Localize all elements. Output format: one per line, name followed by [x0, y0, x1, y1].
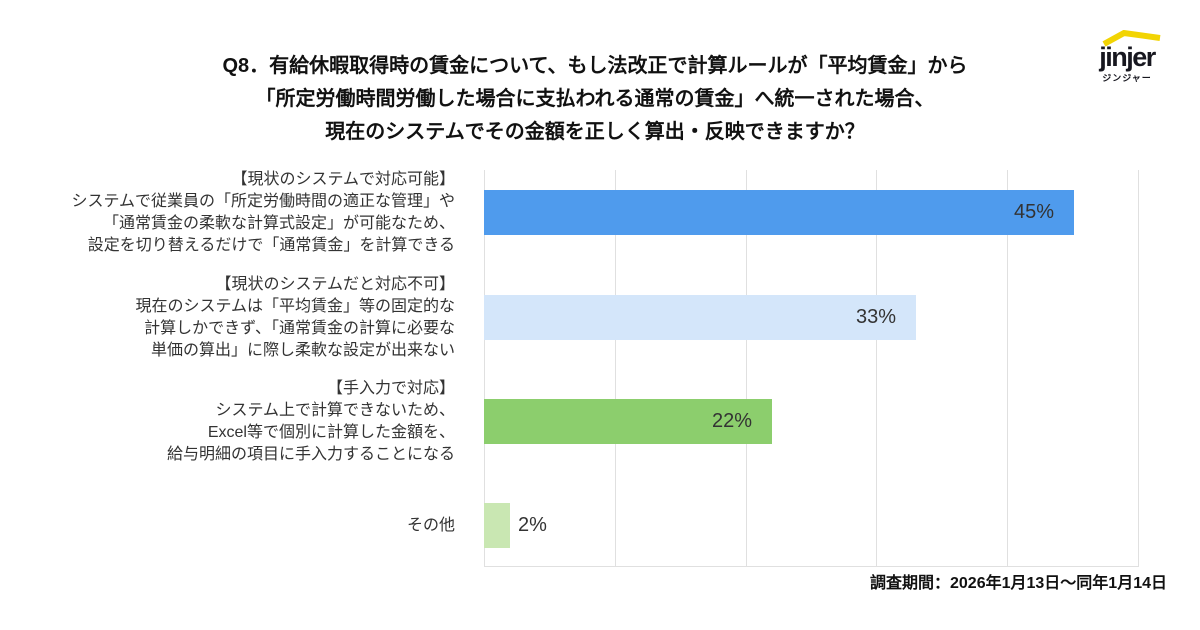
category-label-line: Excel等で個別に計算した金額を、	[207, 424, 455, 441]
category-label-line: システムで従業員の「所定労働時間の適正な管理」や	[71, 193, 455, 210]
value-label-3: 22%	[711, 410, 752, 432]
value-label-2: 33%	[855, 306, 896, 328]
category-label-2: 【現状のシステムだと対応不可】現在のシステムは「平均賃金」等の固定的な計算しかで…	[135, 274, 455, 362]
category-label-line: システム上で計算できないため、	[215, 402, 455, 419]
bar-1	[484, 190, 1074, 235]
category-label-line: 計算しかできず、「通常賃金の計算に必要な	[144, 320, 455, 337]
gridline-10	[615, 170, 616, 566]
category-label-line: 単価の算出」に際し柔軟な設定が出来ない	[150, 342, 455, 359]
chart-title: Q8．有給休暇取得時の賃金について、もし法改正で計算ルールが「平均賃金」から 「…	[0, 50, 1190, 149]
chart-title-line-1: Q8．有給休暇取得時の賃金について、もし法改正で計算ルールが「平均賃金」から	[222, 55, 968, 77]
category-label-line: 【現状のシステムで対応可能】	[231, 171, 455, 188]
jinjer-logo: jinjer ジンジャー	[1083, 30, 1171, 84]
value-label-4: 2%	[518, 514, 547, 536]
chart-title-line-3: 現在のシステムでその金額を正しく算出・反映できますか？	[325, 121, 865, 143]
category-label-line: 現在のシステムは「平均賃金」等の固定的な	[135, 298, 455, 315]
jinjer-logo-subtext: ジンジャー	[1102, 73, 1152, 83]
gridline-40	[1007, 170, 1008, 566]
bar-3	[484, 399, 772, 444]
survey-period-note: 調査期間：2026年1月13日〜同年1月14日	[870, 575, 1167, 592]
gridline-20	[746, 170, 747, 566]
category-label-line: 「通常賃金の柔軟な計算式設定」が可能なため、	[102, 215, 455, 232]
category-label-line: 給与明細の項目に手入力することになる	[166, 446, 455, 463]
jinjer-logo-text: jinjer	[1099, 42, 1156, 72]
category-label-line: 設定を切り替えるだけで「通常賃金」を計算できる	[87, 237, 455, 254]
category-label-line: 【手入力で対応】	[326, 380, 455, 397]
bar-chart-plot-area: 45% 33% 22% 2%	[484, 170, 1139, 567]
gridline-0	[484, 170, 485, 566]
category-label-line: 【現状のシステムだと対応不可】	[215, 276, 455, 293]
value-label-1: 45%	[1013, 201, 1054, 223]
chart-title-line-2: 「所定労働時間労働した場合に支払われる通常の賃金」へ統一された場合、	[255, 88, 935, 110]
gridline-30	[876, 170, 877, 566]
category-label-1: 【現状のシステムで対応可能】システムで従業員の「所定労働時間の適正な管理」や「通…	[71, 169, 455, 257]
category-label-3: 【手入力で対応】システム上で計算できないため、 Excel等で個別に計算した金額を…	[167, 378, 455, 466]
gridline-50	[1138, 170, 1139, 566]
category-label-4: その他	[407, 515, 455, 537]
bar-2	[484, 295, 916, 340]
jinjer-roof-icon	[1102, 30, 1161, 47]
category-label-line: その他	[406, 517, 455, 534]
bar-4	[484, 503, 510, 548]
